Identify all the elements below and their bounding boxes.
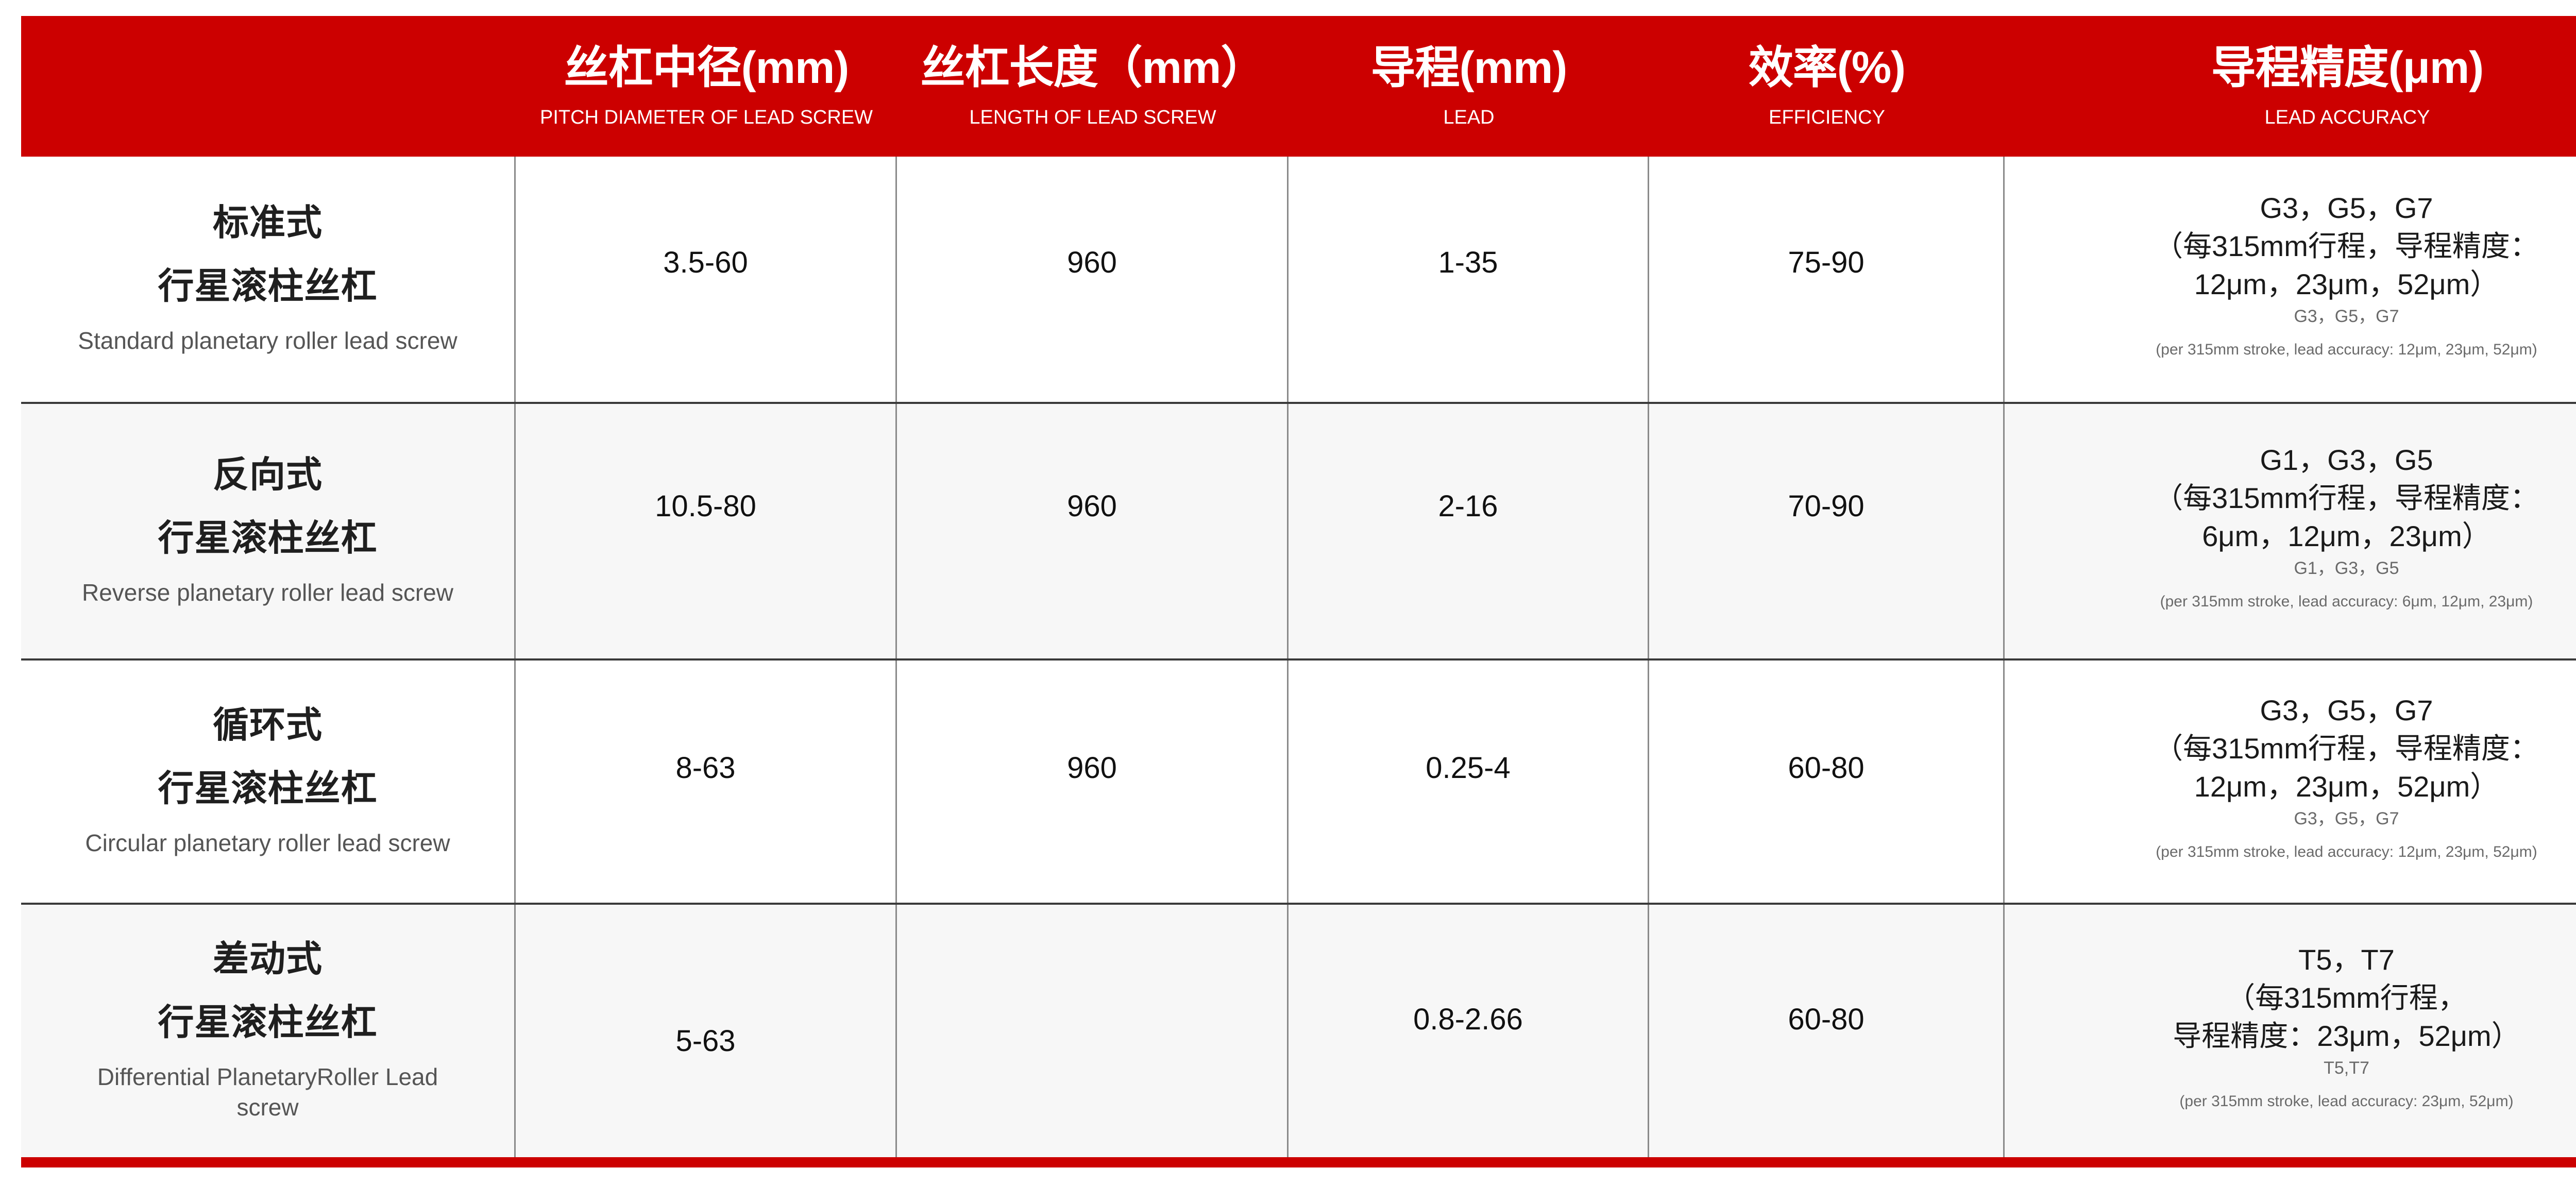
cell-length — [897, 905, 1289, 1157]
cell-pitch-diameter: 8-63 — [516, 661, 897, 903]
value-lead-accuracy-en: (per 315mm stroke, lead accuracy: 12μm, … — [2156, 341, 2537, 359]
header-cn-efficiency: 效率(%) — [1748, 42, 1906, 93]
header-cn-length: 丝杠长度（mm） — [920, 42, 1266, 93]
table-row: 循环式 行星滚柱丝杠 Circular planetary roller lea… — [21, 661, 2576, 905]
type-title-cn: 标准式 — [213, 202, 323, 243]
header-en-length: LENGTH OF LEAD SCREW — [969, 107, 1216, 129]
table-header-row: 丝杠中径(mm) PITCH DIAMETER OF LEAD SCREW 丝杠… — [21, 16, 2576, 157]
cell-pitch-diameter: 5-63 — [516, 905, 897, 1157]
value-lead-accuracy-cn: G3，G5，G7 （每315mm行程，导程精度： 12μm，23μm，52μm） — [2154, 191, 2539, 300]
value-lead-accuracy-grades: T5,T7 — [2324, 1058, 2369, 1078]
value-lead-accuracy-en: (per 315mm stroke, lead accuracy: 6μm, 1… — [2160, 593, 2533, 611]
header-cell-lead-accuracy: 导程精度(μm) LEAD ACCURACY — [2005, 16, 2576, 157]
table-row: 标准式 行星滚柱丝杠 Standard planetary roller lea… — [21, 157, 2576, 404]
cell-lead-accuracy: G3，G5，G7 （每315mm行程，导程精度： 12μm，23μm，52μm）… — [2005, 661, 2576, 903]
header-cn-pitch-diameter: 丝杠中径(mm) — [564, 42, 850, 93]
header-en-efficiency: EFFICIENCY — [1769, 107, 1885, 129]
cell-lead: 0.25-4 — [1289, 661, 1649, 903]
cell-type: 反向式 行星滚柱丝杠 Reverse planetary roller lead… — [21, 404, 516, 658]
header-cn-lead-accuracy: 导程精度(μm) — [2211, 42, 2484, 93]
type-title-cn: 差动式 — [213, 939, 323, 979]
type-title-en: Circular planetary roller lead screw — [85, 829, 450, 856]
value-lead-accuracy-grades: G3，G5，G7 — [2294, 809, 2399, 829]
cell-length: 960 — [897, 404, 1289, 658]
cell-lead: 2-16 — [1289, 404, 1649, 658]
value-length: 960 — [1067, 489, 1117, 523]
header-cell-efficiency: 效率(%) EFFICIENCY — [1649, 16, 2005, 157]
value-lead-accuracy-grades: G3，G5，G7 — [2294, 307, 2399, 327]
header-cn-lead: 导程(mm) — [1370, 42, 1568, 93]
cell-efficiency: 60-80 — [1649, 661, 2005, 903]
type-title-en: Differential PlanetaryRoller Lead screw — [97, 1063, 438, 1121]
cell-lead-accuracy: T5，T7 （每315mm行程， 导程精度：23μm，52μm） T5,T7 (… — [2005, 905, 2576, 1157]
cell-lead-accuracy: G1，G3，G5 （每315mm行程，导程精度： 6μm，12μm，23μm） … — [2005, 404, 2576, 658]
cell-efficiency: 75-90 — [1649, 157, 2005, 402]
cell-lead-accuracy: G3，G5，G7 （每315mm行程，导程精度： 12μm，23μm，52μm）… — [2005, 157, 2576, 402]
table-row: 反向式 行星滚柱丝杠 Reverse planetary roller lead… — [21, 404, 2576, 661]
cell-pitch-diameter: 3.5-60 — [516, 157, 897, 402]
cell-length: 960 — [897, 661, 1289, 903]
value-lead-accuracy-cn: G3，G5，G7 （每315mm行程，导程精度： 12μm，23μm，52μm） — [2154, 693, 2539, 803]
cell-efficiency: 60-80 — [1649, 905, 2005, 1157]
header-cell-type — [21, 16, 516, 157]
value-length: 960 — [1067, 246, 1117, 280]
type-subtitle-cn: 行星滚柱丝杠 — [158, 517, 378, 558]
value-lead: 1-35 — [1438, 246, 1498, 280]
cell-lead: 0.8-2.66 — [1289, 905, 1649, 1157]
value-lead-accuracy-en: (per 315mm stroke, lead accuracy: 23μm, … — [2179, 1093, 2514, 1110]
cell-type: 循环式 行星滚柱丝杠 Circular planetary roller lea… — [21, 661, 516, 903]
header-en-lead-accuracy: LEAD ACCURACY — [2264, 107, 2430, 129]
value-lead-accuracy-cn: T5，T7 （每315mm行程， 导程精度：23μm，52μm） — [2173, 943, 2520, 1052]
type-title-en: Reverse planetary roller lead screw — [82, 579, 453, 606]
value-length: 960 — [1067, 751, 1117, 785]
header-en-pitch-diameter: PITCH DIAMETER OF LEAD SCREW — [539, 107, 873, 129]
value-lead: 0.8-2.66 — [1413, 1003, 1523, 1037]
value-efficiency: 60-80 — [1788, 751, 1865, 785]
cell-lead: 1-35 — [1289, 157, 1649, 402]
header-en-lead: LEAD — [1443, 107, 1495, 129]
value-pitch-diameter: 3.5-60 — [663, 246, 748, 280]
value-lead: 2-16 — [1438, 489, 1498, 523]
cell-pitch-diameter: 10.5-80 — [516, 404, 897, 658]
type-subtitle-cn: 行星滚柱丝杠 — [158, 265, 378, 306]
cell-length: 960 — [897, 157, 1289, 402]
value-lead-accuracy-grades: G1，G3，G5 — [2294, 558, 2399, 579]
table-body: 标准式 行星滚柱丝杠 Standard planetary roller lea… — [21, 157, 2576, 1157]
value-pitch-diameter: 5-63 — [675, 1024, 736, 1058]
type-title-en: Standard planetary roller lead screw — [78, 327, 457, 354]
header-cell-lead: 导程(mm) LEAD — [1289, 16, 1649, 157]
type-subtitle-cn: 行星滚柱丝杠 — [158, 768, 378, 808]
bottom-accent-bar — [21, 1157, 2576, 1167]
cell-type: 标准式 行星滚柱丝杠 Standard planetary roller lea… — [21, 157, 516, 402]
value-lead-accuracy-cn: G1，G3，G5 （每315mm行程，导程精度： 6μm，12μm，23μm） — [2154, 443, 2539, 552]
value-efficiency: 60-80 — [1788, 1003, 1865, 1037]
header-cell-length: 丝杠长度（mm） LENGTH OF LEAD SCREW — [897, 16, 1289, 157]
type-subtitle-cn: 行星滚柱丝杠 — [158, 1002, 378, 1043]
value-lead-accuracy-en: (per 315mm stroke, lead accuracy: 12μm, … — [2156, 843, 2537, 861]
value-efficiency: 75-90 — [1788, 246, 1865, 280]
type-title-cn: 反向式 — [213, 454, 323, 495]
cell-type: 差动式 行星滚柱丝杠 Differential PlanetaryRoller … — [21, 905, 516, 1157]
type-title-cn: 循环式 — [213, 704, 323, 745]
value-lead: 0.25-4 — [1426, 751, 1511, 785]
value-pitch-diameter: 8-63 — [675, 751, 736, 785]
table-row: 差动式 行星滚柱丝杠 Differential PlanetaryRoller … — [21, 905, 2576, 1157]
value-efficiency: 70-90 — [1788, 489, 1865, 523]
value-pitch-diameter: 10.5-80 — [655, 489, 756, 523]
cell-efficiency: 70-90 — [1649, 404, 2005, 658]
header-cell-pitch-diameter: 丝杠中径(mm) PITCH DIAMETER OF LEAD SCREW — [516, 16, 897, 157]
